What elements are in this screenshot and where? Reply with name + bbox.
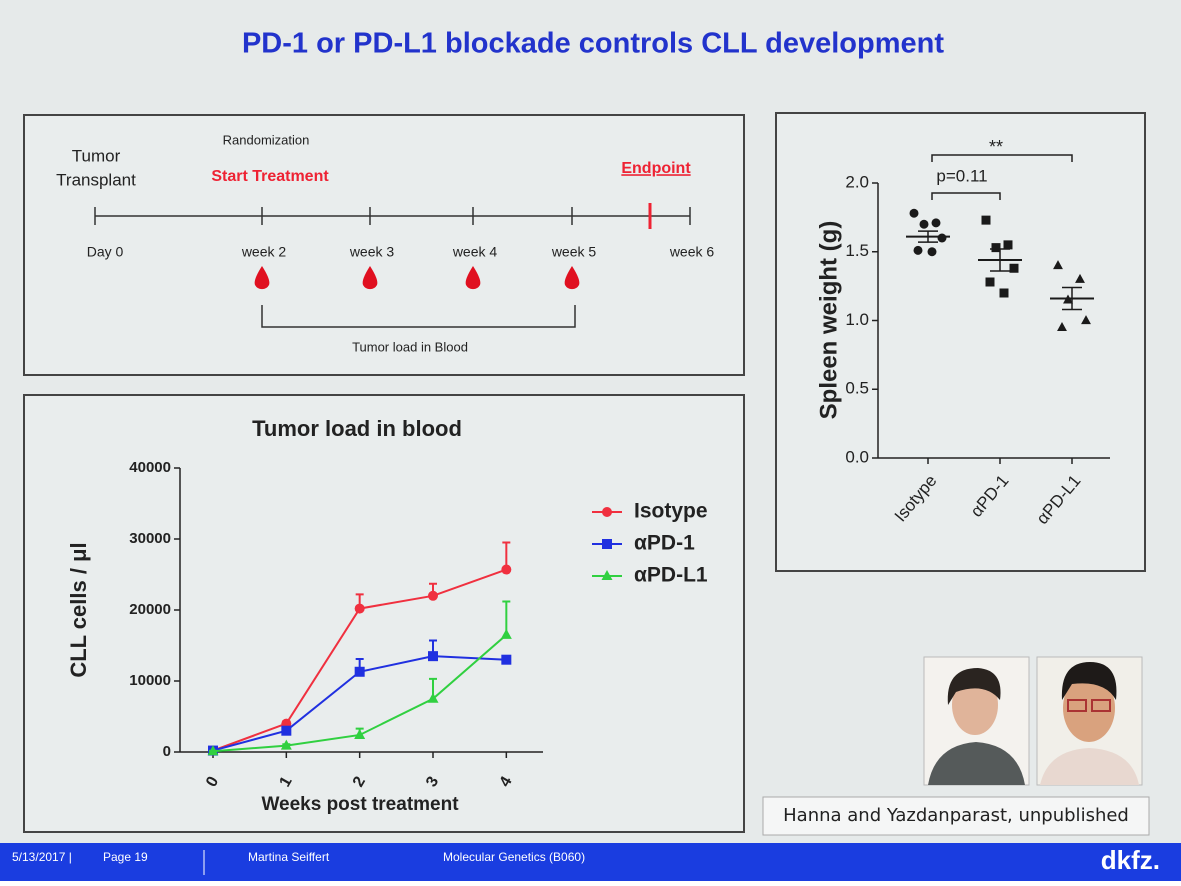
start-treatment-label: Start Treatment xyxy=(211,168,329,185)
legend-label: Isotype xyxy=(634,500,708,523)
y-axis-label: CLL cells / μl xyxy=(66,542,91,677)
y-tick-label: 10000 xyxy=(129,672,171,689)
marker xyxy=(281,726,291,736)
marker xyxy=(501,565,511,575)
y-tick-label: 20000 xyxy=(129,601,171,618)
y-tick-label: 0 xyxy=(163,743,171,760)
y-tick-label: 1.0 xyxy=(845,310,869,329)
marker xyxy=(355,604,365,614)
y-tick-label: 1.5 xyxy=(845,241,869,260)
annotation: p=0.11 xyxy=(936,166,987,185)
footer-department: Molecular Genetics (B060) xyxy=(443,850,585,864)
marker xyxy=(501,655,511,665)
slide-title: PD-1 or PD-L1 blockade controls CLL deve… xyxy=(242,28,944,60)
timeline-point-label: week 6 xyxy=(669,244,715,260)
marker xyxy=(602,507,612,517)
timeline-panel: Tumor Transplant Randomization Start Tre… xyxy=(24,115,744,375)
timeline-point-label: week 5 xyxy=(551,244,597,260)
footer-page: Page 19 xyxy=(103,850,148,864)
marker xyxy=(982,216,991,225)
marker xyxy=(928,247,937,256)
start-label: Tumor xyxy=(72,146,121,165)
marker xyxy=(1010,264,1019,273)
marker xyxy=(920,220,929,229)
start-label: Transplant xyxy=(56,170,136,189)
y-tick-label: 2.0 xyxy=(845,172,869,191)
y-tick-label: 0.5 xyxy=(845,379,869,398)
randomization-label: Randomization xyxy=(223,132,310,147)
legend-label: αPD-L1 xyxy=(634,564,708,587)
endpoint-label: Endpoint xyxy=(621,160,691,177)
marker xyxy=(914,246,923,255)
marker xyxy=(428,651,438,661)
y-axis-label: Spleen weight (g) xyxy=(815,221,842,420)
footer-logo: dkfz. xyxy=(1101,845,1160,875)
marker xyxy=(932,218,941,227)
y-tick-label: 40000 xyxy=(129,459,171,476)
footer-bar xyxy=(0,843,1181,881)
y-tick-label: 0.0 xyxy=(845,447,869,466)
marker xyxy=(938,234,947,243)
marker xyxy=(355,667,365,677)
photo xyxy=(924,657,1029,785)
marker xyxy=(1004,240,1013,249)
bracket-label: Tumor load in Blood xyxy=(352,339,468,354)
marker xyxy=(602,539,612,549)
y-tick-label: 30000 xyxy=(129,530,171,547)
timeline-point-label: Day 0 xyxy=(87,244,124,260)
legend-label: αPD-1 xyxy=(634,532,695,555)
annotation: ** xyxy=(989,137,1003,157)
photo xyxy=(1037,657,1142,785)
marker xyxy=(428,591,438,601)
x-axis-label: Weeks post treatment xyxy=(261,794,459,815)
chart-title: Tumor load in blood xyxy=(252,416,462,441)
footer-date: 5/13/2017 | xyxy=(12,850,72,864)
marker xyxy=(1000,289,1009,298)
timeline-point-label: week 2 xyxy=(241,244,287,260)
timeline-point-label: week 4 xyxy=(452,244,498,260)
marker xyxy=(910,209,919,218)
timeline-point-label: week 3 xyxy=(349,244,395,260)
marker xyxy=(992,243,1001,252)
credit: Hanna and Yazdanparast, unpublished xyxy=(783,805,1129,826)
footer-author: Martina Seiffert xyxy=(248,850,330,864)
marker xyxy=(986,278,995,287)
